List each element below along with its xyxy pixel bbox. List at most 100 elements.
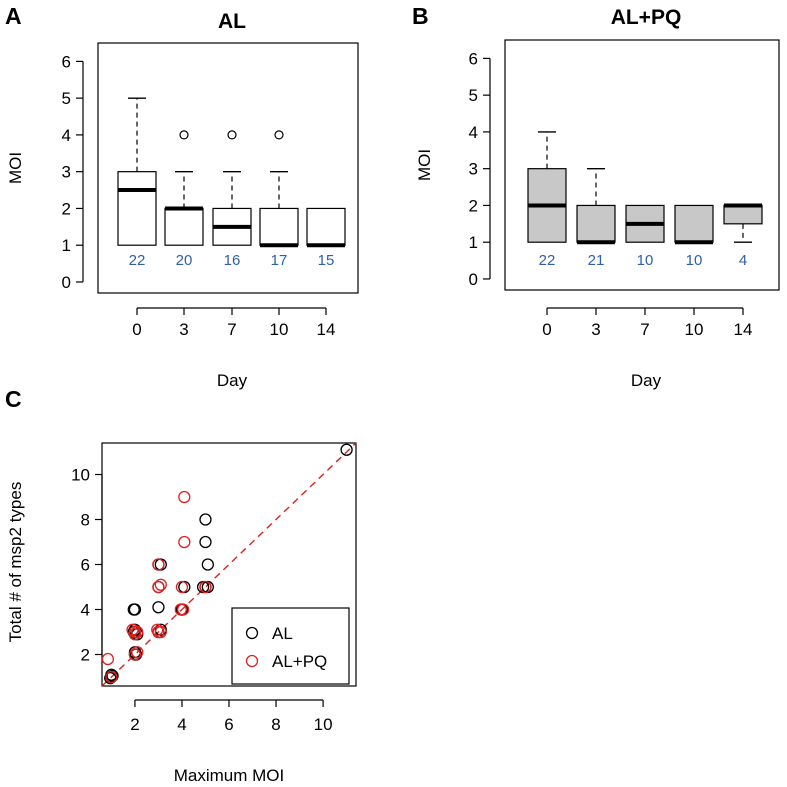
chart-b-count-label: 4 (739, 252, 747, 269)
chart-a-y-tick-label: 3 (62, 163, 71, 182)
chart-b-box (723, 204, 763, 225)
chart-a-x-tick-label: 0 (132, 320, 141, 339)
chart-a-y-tick-label: 4 (62, 126, 71, 145)
chart-b-x-tick-label: 0 (542, 320, 551, 339)
chart-b-x-label: Day (631, 371, 662, 390)
chart-b-x-tick-label: 3 (591, 320, 600, 339)
chart-b-count-label: 10 (637, 252, 654, 269)
chart-a-y-tick-label: 6 (62, 52, 71, 71)
chart-b-y-tick-label: 1 (469, 233, 478, 252)
chart-a-count-label: 22 (129, 252, 146, 269)
chart-c-y-ticks: 2 4 6 8 10 (71, 466, 103, 665)
chart-c-point-alpq (176, 603, 190, 616)
chart-c-x-tick-label: 4 (177, 715, 186, 734)
chart-c-point-al (127, 603, 140, 616)
chart-c-y-tick-label: 6 (81, 556, 90, 575)
chart-a-y-ticks: 0 1 2 3 4 5 6 (62, 52, 84, 292)
chart-a-outlier (227, 130, 237, 140)
chart-a-plot-frame (97, 42, 359, 294)
legend-marker-alpq (245, 654, 259, 668)
chart-a-box (117, 171, 157, 246)
chart-b-y-label: MOI (415, 149, 434, 181)
chart-a-count-label: 16 (224, 252, 241, 269)
legend-label-al: AL (272, 624, 293, 643)
chart-b-count-label: 10 (686, 252, 703, 269)
chart-c-point-alpq (178, 535, 191, 549)
chart-c-x-label: Maximum MOI (174, 766, 285, 785)
chart-c-point-alpq (128, 648, 142, 661)
chart-c-point-alpq (128, 628, 142, 641)
chart-c-point-alpq (131, 625, 144, 639)
chart-a-box (306, 207, 346, 246)
chart-c-point-al (199, 535, 212, 549)
chart-a-x-tick-label: 10 (270, 320, 289, 339)
chart-b: AL+PQ Day MOI 0 1 2 3 4 5 6 0 3 7 10 14 22 21 10 10 4 (415, 6, 780, 390)
chart-b-box (674, 204, 714, 243)
legend-label-alpq: AL+PQ (272, 652, 327, 671)
chart-c-point-al (106, 669, 119, 683)
chart-a-x-tick-label: 14 (317, 320, 336, 339)
panel-label-c: C (5, 386, 22, 412)
chart-c-x-ticks: 2 4 6 8 10 (130, 699, 333, 734)
chart-c-point-al (152, 601, 165, 614)
chart-c-y-tick-label: 8 (81, 511, 90, 530)
chart-a-box (164, 207, 204, 246)
chart-c-point-alpq (151, 623, 164, 636)
chart-a-x-ticks: 0 3 7 10 14 (132, 307, 336, 339)
chart-b-y-tick-label: 3 (469, 160, 478, 179)
chart-b-x-tick-label: 10 (685, 320, 704, 339)
chart-b-plot-frame (504, 39, 780, 291)
chart-c-y-label: Total # of msp2 types (6, 482, 25, 643)
chart-c-y-tick-label: 2 (81, 646, 90, 665)
chart-b-count-label: 22 (539, 252, 556, 269)
chart-c-point-al (178, 580, 191, 594)
chart-a-outlier (179, 130, 189, 140)
chart-c-y-tick-label: 4 (81, 601, 90, 620)
legend-marker-al (245, 626, 259, 640)
chart-b-box (576, 204, 616, 243)
chart-c-point-alpq (152, 580, 165, 594)
chart-b-x-ticks: 0 3 7 10 14 (542, 307, 753, 339)
chart-b-y-ticks: 0 1 2 3 4 5 6 (469, 49, 491, 289)
panel-label-a: A (5, 3, 22, 29)
chart-a-title: AL (218, 10, 246, 33)
chart-c-point-alpq (154, 625, 167, 639)
chart-c-point-alpq (101, 652, 115, 666)
chart-c-x-tick-label: 6 (224, 715, 233, 734)
chart-c-x-tick-label: 8 (271, 715, 280, 734)
chart-c-point-alpq (105, 670, 118, 684)
chart-c-x-tick-label: 2 (130, 715, 139, 734)
chart-c-point-alpq (178, 490, 191, 504)
chart-b-y-tick-label: 4 (469, 123, 478, 142)
chart-c-point-al (340, 443, 353, 456)
chart-c-point-al (154, 558, 167, 571)
chart-c-y-tick-label: 10 (71, 466, 90, 485)
chart-a-count-label: 20 (176, 252, 193, 269)
chart-c-point-al (199, 513, 212, 526)
chart-b-title: AL+PQ (611, 6, 682, 29)
chart-b-y-tick-label: 2 (469, 196, 478, 215)
chart-c-point-alpq (152, 558, 165, 571)
chart-a-y-tick-label: 2 (62, 199, 71, 218)
chart-c-legend: AL AL+PQ (231, 607, 350, 685)
chart-a-x-label: Day (217, 371, 248, 390)
chart-b-boxes: 22 21 10 10 4 (527, 131, 763, 269)
chart-a-y-tick-label: 1 (62, 236, 71, 255)
chart-c-point-alpq (199, 580, 212, 594)
chart-a-count-label: 15 (318, 252, 335, 269)
chart-c-point-alpq (154, 578, 167, 591)
chart-b-x-tick-label: 14 (734, 320, 753, 339)
chart-a: AL Day MOI 0 1 2 3 4 5 6 0 3 7 10 14 22 20 16 17 15 (6, 10, 359, 390)
chart-b-x-tick-label: 7 (640, 320, 649, 339)
chart-a-count-label: 17 (271, 252, 288, 269)
chart-c-x-tick-label: 10 (314, 715, 333, 734)
chart-c-point-al (201, 558, 214, 571)
chart-b-y-tick-label: 5 (469, 86, 478, 105)
chart-c-reference-line (101, 442, 357, 687)
chart-a-outlier (274, 130, 284, 140)
panel-label-b: B (412, 3, 429, 29)
chart-b-y-tick-label: 0 (469, 270, 478, 289)
chart-c: Maximum MOI Total # of msp2 types 2 4 6 8 10… (6, 442, 357, 785)
chart-a-x-tick-label: 3 (179, 320, 188, 339)
